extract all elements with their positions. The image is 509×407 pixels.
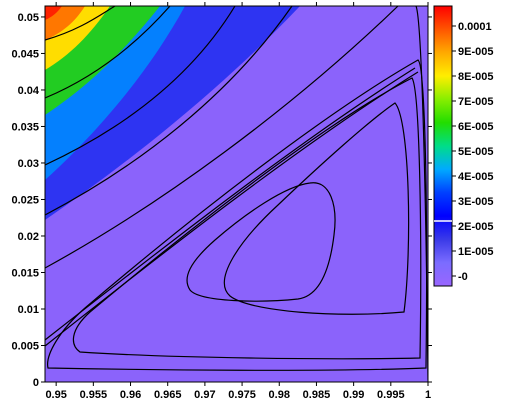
contour-right-edge: [415, 6, 428, 381]
contour-lines: [45, 6, 428, 381]
contour-loop-mid: [72, 77, 422, 360]
y-tick-label: 0.02: [18, 231, 39, 243]
colorbar-tick-label: 3E-005: [458, 196, 493, 208]
x-tick-label: 0.99: [343, 389, 364, 401]
y-axis: 0 0.005 0.01 0.015 0.02 0.025 0.03 0.035 0.04 0.0…: [11, 12, 432, 389]
contour-loop-core: [186, 182, 336, 302]
y-tick-label: 0.045: [11, 48, 39, 60]
x-tick-label: 0.96: [120, 389, 141, 401]
x-tick-label: 0.975: [228, 389, 256, 401]
colorbar-tick-label: 8E-005: [458, 71, 493, 83]
colorbar-tick-label: 1E-005: [458, 246, 493, 258]
colorbar-gradient: [433, 5, 453, 287]
x-tick-label: 0.97: [194, 389, 215, 401]
y-tick-label: 0.05: [18, 12, 39, 24]
contour-corner-4: [45, 6, 293, 216]
y-tick-label: 0.03: [18, 158, 39, 170]
x-axis: 0.95 0.955 0.96 0.965 0.97 0.975 0.98 0.985 0.99…: [45, 2, 431, 401]
contour-diagonal-1: [45, 67, 416, 341]
y-tick-label: 0.035: [11, 121, 39, 133]
y-tick-label: 0: [33, 377, 39, 389]
colorbar-tick-label: 9E-005: [458, 46, 493, 58]
red-band: [45, 6, 62, 20]
y-tick-label: 0.04: [18, 85, 40, 97]
plot-frame: [44, 5, 429, 383]
y-tick-label: 0.005: [11, 340, 39, 352]
y-tick-label: 0.015: [11, 267, 39, 279]
x-tick-label: 0.985: [303, 389, 331, 401]
contour-diagonal-2: [45, 71, 419, 347]
x-tick-label: 0.95: [45, 389, 66, 401]
contour-corner-1: [45, 6, 116, 41]
x-tick-label: 0.955: [80, 389, 108, 401]
contour-corner-3: [45, 6, 236, 166]
x-tick-label: 0.98: [269, 389, 290, 401]
colorbar: 0.0001 9E-005 8E-005 7E-005 6E-005 5E-005 4E-0…: [433, 5, 493, 287]
contour-corner-2: [45, 6, 171, 99]
x-tick-label: 1: [425, 389, 431, 401]
colorbar-tick-label: 5E-005: [458, 146, 493, 158]
colorbar-tick-label: 0.0001: [458, 21, 492, 33]
colorbar-tick-label: -0: [458, 271, 468, 283]
contour-corner-5: [45, 6, 399, 269]
x-tick-label: 0.995: [377, 389, 405, 401]
colorbar-tick-label: 4E-005: [458, 171, 493, 183]
contour-field: [45, 6, 428, 382]
y-tick-label: 0.01: [18, 304, 39, 316]
colorbar-tick-label: 6E-005: [458, 121, 493, 133]
colorbar-tick-label: 2E-005: [458, 221, 493, 233]
contour-loop-outer: [47, 59, 428, 371]
y-tick-label: 0.025: [11, 194, 39, 206]
contour-loop-inner: [223, 102, 410, 315]
colorbar-tick-label: 7E-005: [458, 96, 493, 108]
orange-band: [45, 6, 85, 40]
x-tick-label: 0.965: [154, 389, 182, 401]
